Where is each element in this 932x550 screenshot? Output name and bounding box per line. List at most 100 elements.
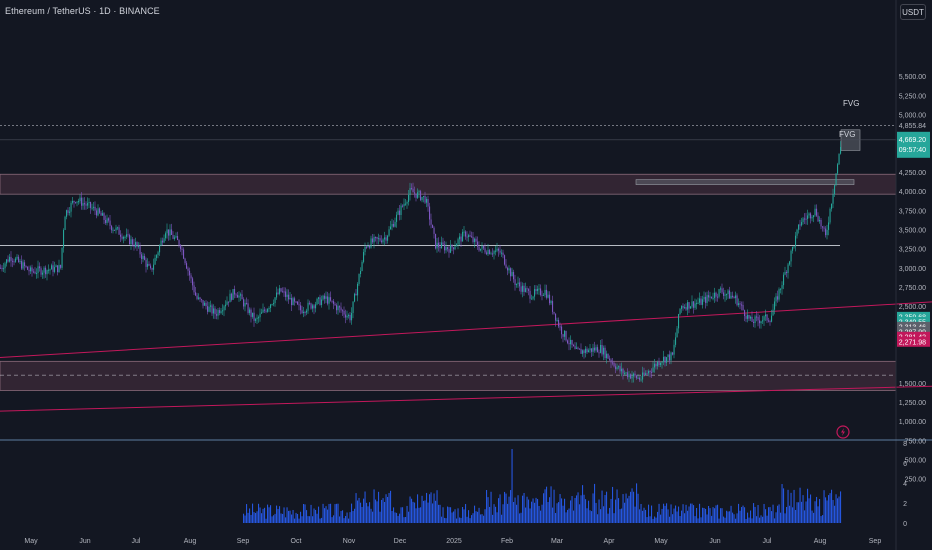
candle-body [463,231,465,233]
candle-body [585,348,587,353]
candle-body [802,218,804,223]
candle-body [306,310,308,313]
volume-bar [831,489,833,523]
volume-bar [385,494,387,523]
currency-button[interactable]: USDT [900,4,926,20]
volume-bar [448,507,450,523]
candle-body [541,294,543,296]
volume-bar [628,495,630,523]
candle-body [384,237,386,240]
candle-body [771,315,773,322]
y-tick-label: 3,250.00 [899,247,926,254]
volume-bar [388,492,390,523]
volume-bar [723,516,725,523]
candle-body [532,296,534,299]
candle-body [511,271,513,277]
volume-bar [603,506,605,523]
high-price-label: 4,855.84 [899,123,926,130]
volume-tick-label: 8 [903,441,907,448]
candle-body [99,208,101,213]
volume-bar [291,514,293,523]
candle-body [514,279,516,285]
candle-body [708,295,710,298]
volume-bar [280,513,282,523]
y-tick-label: 3,000.00 [899,266,926,273]
volume-bar [606,491,608,523]
volume-bar [450,507,452,523]
candles-layer [0,141,842,383]
volume-bar [463,509,465,523]
volume-bar [376,501,378,523]
volume-bar [741,507,743,523]
candle-body [385,237,387,241]
candle-body [93,206,95,208]
candle-body [640,379,642,381]
candle-body [295,301,297,303]
candle-body [91,207,93,209]
candle-body [678,314,680,329]
volume-bar [384,501,386,523]
candle-body [400,205,402,216]
candle-body [457,239,459,245]
volume-bar [640,503,642,523]
volume-bar [679,516,681,523]
candle-body [147,263,149,267]
candle-body [633,373,635,377]
candle-body [82,203,84,206]
candle-body [768,320,770,322]
volume-bar [610,498,612,523]
candle-body [610,359,612,363]
candle-body [30,267,32,272]
tradingview-logo-icon[interactable] [836,425,850,439]
volume-bar [351,503,353,523]
candle-body [61,247,63,268]
candle-body [132,239,134,245]
candle-body [81,197,83,206]
candle-body [57,265,59,273]
volume-bar [609,507,611,523]
volume-bar [312,516,314,523]
volume-bar [277,509,279,523]
candle-body [409,188,411,196]
candle-body [168,229,170,236]
volume-bar [678,506,680,523]
candle-body [460,236,462,242]
volume-tick-label: 6 [903,461,907,468]
candle-body [820,220,822,227]
candle-body [753,321,755,323]
candle-body [430,219,432,225]
candle-body [466,236,468,238]
volume-bar [354,508,356,523]
volume-bar [418,507,420,523]
candle-body [205,302,207,307]
candle-body [10,256,12,261]
candle-body [720,288,722,290]
candle-body [297,301,299,305]
volume-bar [577,492,579,523]
candle-body [324,295,326,299]
candle-body [229,293,231,303]
candle-body [285,291,287,297]
candle-body [331,300,333,302]
volume-bar [730,505,732,523]
symbol-title[interactable]: Ethereum / TetherUS · 1D · BINANCE [5,6,160,16]
candle-body [334,303,336,306]
volume-bar [400,507,402,523]
candle-body [790,250,792,262]
volume-bar [729,511,731,523]
volume-bar [789,505,791,523]
candle-body [46,270,48,275]
volume-bar [804,510,806,523]
volume-bar [771,511,773,523]
candle-body [661,361,663,363]
volume-bar [358,497,360,523]
candle-body [364,246,366,253]
volume-bar [531,501,533,523]
candle-body [42,272,44,275]
candle-body [631,376,633,379]
candle-body [519,282,521,287]
candle-body [657,361,659,367]
volume-bar [348,518,350,523]
volume-bar [553,489,555,523]
